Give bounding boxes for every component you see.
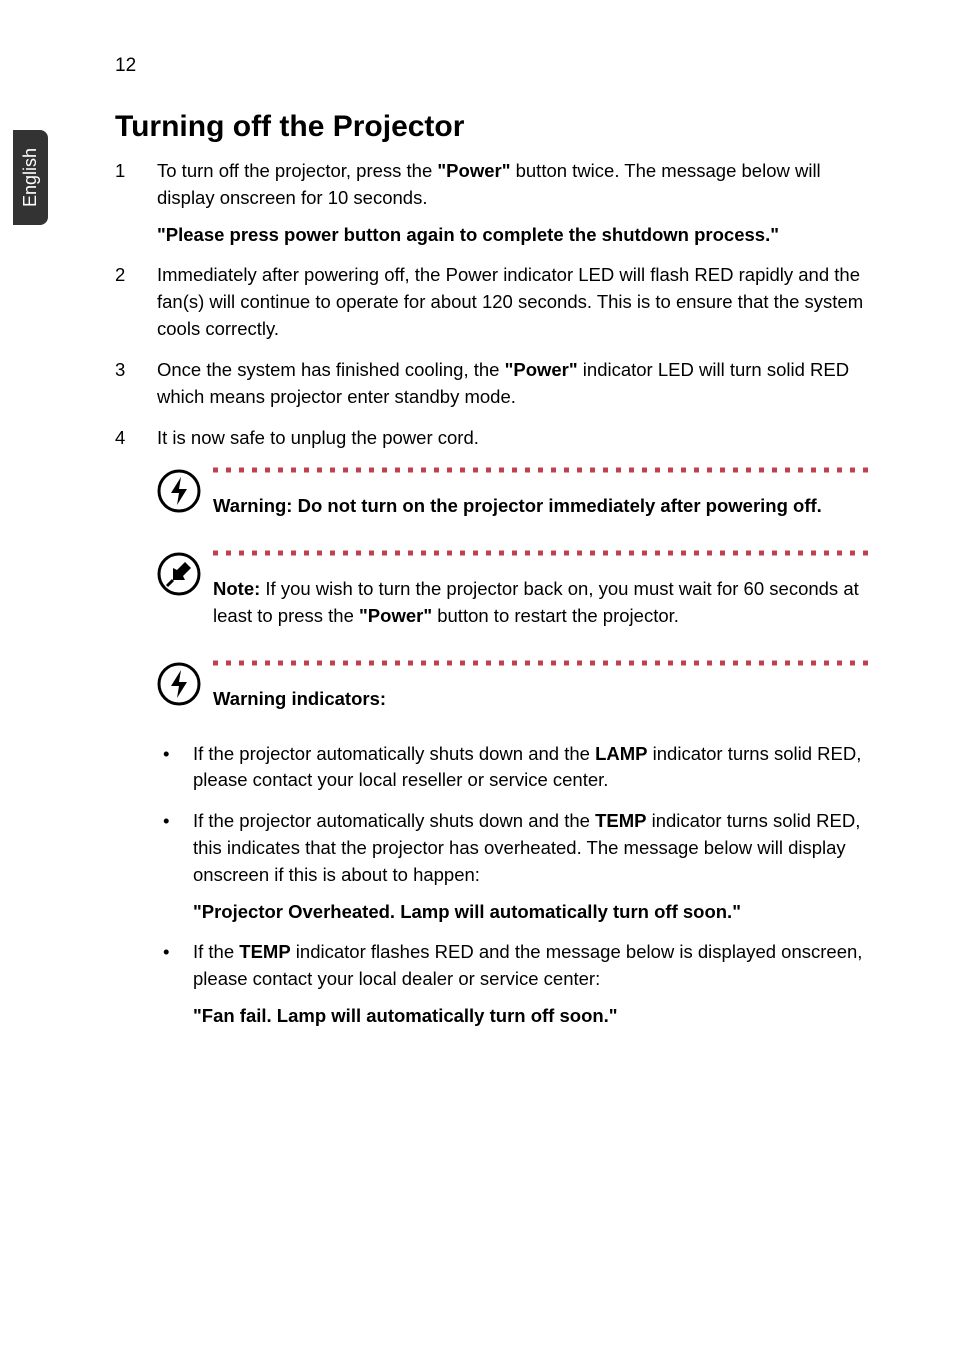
bullet-marker: •	[157, 939, 193, 1029]
step-2: 2 Immediately after powering off, the Po…	[115, 262, 870, 342]
step-1: 1 To turn off the projector, press the "…	[115, 158, 870, 248]
bullet-text: If the projector automatically shuts dow…	[193, 808, 870, 925]
pin-icon	[157, 552, 201, 596]
text-segment: Once the system has finished cooling, th…	[157, 359, 505, 380]
note-callout: Note: If you wish to turn the projector …	[157, 548, 870, 630]
dotted-rule	[213, 465, 873, 485]
text-segment: To turn off the projector, press the	[157, 160, 437, 181]
step-number: 3	[115, 357, 157, 411]
bullet-marker: •	[157, 741, 193, 795]
onscreen-message: "Fan fail. Lamp will automatically turn …	[193, 1003, 870, 1030]
lamp-label: LAMP	[595, 743, 647, 764]
text-segment: If the	[193, 941, 239, 962]
step-number: 4	[115, 425, 157, 452]
bullet-text: If the TEMP indicator flashes RED and th…	[193, 939, 870, 1029]
warning-indicators-heading: Warning indicators:	[213, 686, 873, 713]
power-label: "Power"	[437, 160, 510, 181]
text-segment: If the projector automatically shuts dow…	[193, 743, 595, 764]
text-segment: button to restart the projector.	[432, 605, 679, 626]
warning-callout-1: Warning: Do not turn on the projector im…	[157, 465, 870, 520]
bullet-temp-overheat: • If the projector automatically shuts d…	[157, 808, 870, 925]
bullet-temp-fan: • If the TEMP indicator flashes RED and …	[157, 939, 870, 1029]
onscreen-message: "Projector Overheated. Lamp will automat…	[193, 899, 870, 926]
warning-text: Warning: Do not turn on the projector im…	[213, 493, 873, 520]
step-number: 2	[115, 262, 157, 342]
bolt-icon	[157, 662, 201, 706]
power-label: "Power"	[359, 605, 432, 626]
language-tab: English	[13, 130, 48, 225]
warning-callout-2: Warning indicators:	[157, 658, 870, 713]
note-text: Note: If you wish to turn the projector …	[213, 576, 873, 630]
dotted-rule	[213, 658, 873, 678]
dotted-rule	[213, 548, 873, 568]
bullet-text: If the projector automatically shuts dow…	[193, 741, 870, 795]
power-label: "Power"	[505, 359, 578, 380]
step-4: 4 It is now safe to unplug the power cor…	[115, 425, 870, 452]
callout-body: Note: If you wish to turn the projector …	[213, 548, 873, 630]
page-title: Turning off the Projector	[115, 110, 870, 144]
temp-label: TEMP	[239, 941, 290, 962]
page-content: Turning off the Projector 1 To turn off …	[115, 110, 870, 1044]
callout-body: Warning indicators:	[213, 658, 873, 713]
step-text: It is now safe to unplug the power cord.	[157, 425, 870, 452]
page-number: 12	[115, 55, 136, 77]
bullet-marker: •	[157, 808, 193, 925]
step-text: Immediately after powering off, the Powe…	[157, 262, 870, 342]
callout-body: Warning: Do not turn on the projector im…	[213, 465, 873, 520]
text-segment: If the projector automatically shuts dow…	[193, 810, 595, 831]
note-label: Note:	[213, 578, 260, 599]
step-number: 1	[115, 158, 157, 248]
indicator-bullets: • If the projector automatically shuts d…	[157, 741, 870, 1030]
temp-label: TEMP	[595, 810, 646, 831]
bullet-lamp: • If the projector automatically shuts d…	[157, 741, 870, 795]
bolt-icon	[157, 469, 201, 513]
step-text: Once the system has finished cooling, th…	[157, 357, 870, 411]
step-text: To turn off the projector, press the "Po…	[157, 158, 870, 248]
text-segment: indicator flashes RED and the message be…	[193, 941, 862, 989]
onscreen-message: "Please press power button again to comp…	[157, 222, 870, 249]
step-3: 3 Once the system has finished cooling, …	[115, 357, 870, 411]
language-tab-label: English	[20, 148, 41, 207]
